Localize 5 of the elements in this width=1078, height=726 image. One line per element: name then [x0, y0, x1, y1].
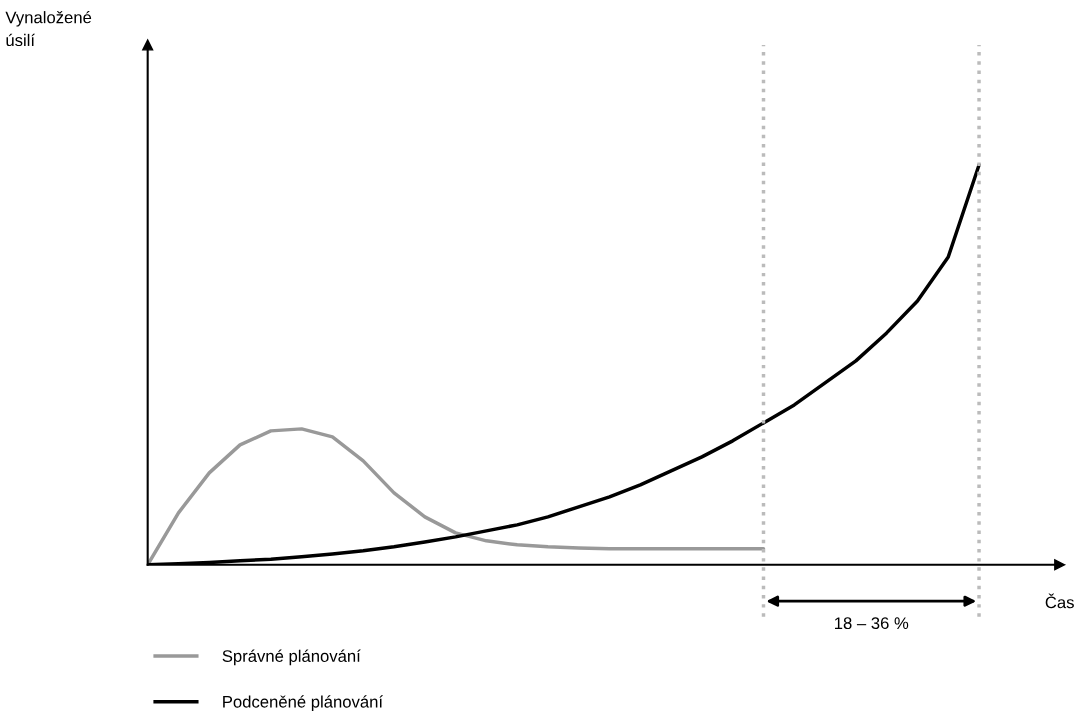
- legend-label: Správné plánování: [222, 649, 361, 666]
- x-axis-title: Čas: [1045, 593, 1074, 609]
- text: Vynaložené úsilí: [5, 10, 92, 47]
- text: 18 – 36 %: [835, 617, 909, 630]
- legend-label: Podceněné plánování: [223, 695, 383, 711]
